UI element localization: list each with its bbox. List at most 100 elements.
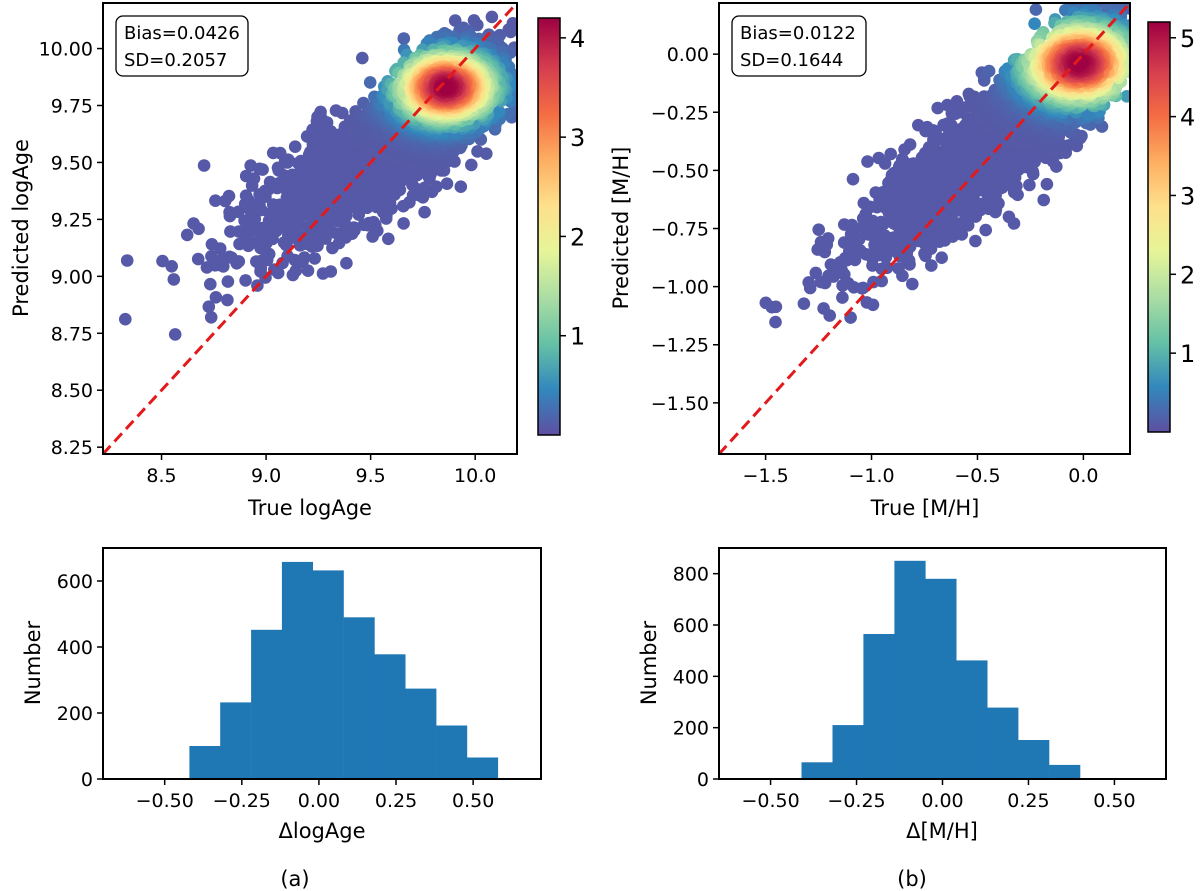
scatter-point xyxy=(320,116,334,129)
scatter-point xyxy=(120,254,134,267)
y-tick-label: 10.00 xyxy=(39,39,93,61)
y-tick-label: 8.75 xyxy=(51,323,93,345)
scatter-point xyxy=(465,158,478,172)
scatter-point xyxy=(221,275,235,288)
scatter-point xyxy=(167,273,181,286)
sd-text: SD=0.2057 xyxy=(124,50,227,71)
scatter-point xyxy=(876,185,890,199)
scatter-point xyxy=(324,265,338,278)
y-tick-label: 8.50 xyxy=(51,380,93,402)
colorbar-tick-label: 1 xyxy=(570,323,585,351)
scatter-point xyxy=(165,260,178,273)
scatter-point xyxy=(239,189,253,202)
scatter-point xyxy=(878,157,892,170)
y-tick-label: 8.25 xyxy=(51,437,93,459)
colorbar-tick-label: 4 xyxy=(570,25,585,53)
scatter-point xyxy=(941,98,954,112)
scatter-point xyxy=(812,223,825,236)
scatter-point xyxy=(191,252,205,266)
colorbar xyxy=(537,17,561,436)
scatter-point xyxy=(875,274,888,288)
scatter-point xyxy=(935,251,948,264)
scatter-point xyxy=(430,180,443,193)
colorbar-ticks: 1 2 3 4 xyxy=(560,25,585,351)
scatter-point xyxy=(213,242,227,255)
plot-frame xyxy=(102,2,518,455)
scatter-point xyxy=(1029,3,1043,16)
scatter-point xyxy=(340,256,353,270)
scatter-point xyxy=(1101,0,1114,1)
colorbar-tick-label: 2 xyxy=(570,223,585,251)
scatter-point xyxy=(336,106,349,120)
scatter-point xyxy=(281,249,294,263)
scatter-point xyxy=(931,101,944,115)
scatter-point xyxy=(1040,177,1054,191)
colorbar-tick-label: 3 xyxy=(570,124,585,152)
y-tick-label: 9.00 xyxy=(51,266,93,288)
scatter-point xyxy=(331,227,344,241)
x-tick-label: 10.0 xyxy=(454,465,496,487)
scatter-point xyxy=(454,180,468,193)
scatter-point xyxy=(861,155,874,168)
scatter-point xyxy=(197,159,211,172)
scatter-point xyxy=(892,262,905,275)
scatter-point xyxy=(382,232,395,246)
scatter-point xyxy=(311,239,324,253)
scatter-point xyxy=(221,293,234,307)
scatter-point xyxy=(866,298,880,312)
scatter-point xyxy=(222,189,236,203)
scatter-point xyxy=(856,281,870,295)
annotation-box: Bias=0.0426 SD=0.2057 xyxy=(115,15,249,77)
x-tick-label: 8.5 xyxy=(146,465,176,487)
scatter-point xyxy=(769,315,782,329)
scatter-plot-logage: 8.5 9.0 9.5 10.08.258.508.759.009.259.509.7… xyxy=(9,2,585,520)
scatter-point xyxy=(492,105,506,119)
scatter-point xyxy=(817,302,830,315)
scatter-point xyxy=(846,172,860,186)
scatter-point xyxy=(256,163,269,176)
scatter-point xyxy=(209,291,223,304)
scatter-point xyxy=(156,254,169,268)
scatter-point xyxy=(232,255,246,268)
scatter-point xyxy=(969,234,982,248)
scatter-point xyxy=(314,105,327,119)
scatter-point xyxy=(471,145,484,158)
y-tick-label: 9.75 xyxy=(51,96,93,118)
scatter-point xyxy=(418,205,431,219)
scatter-point xyxy=(205,249,218,263)
scatter-point xyxy=(759,296,773,310)
scatter-point xyxy=(418,181,432,194)
scatter-point xyxy=(204,277,217,291)
scatter-point xyxy=(202,300,216,314)
x-tick-label: 9.5 xyxy=(356,465,386,487)
scatter-point xyxy=(504,25,517,39)
scatter-point xyxy=(485,10,499,24)
scatter-point xyxy=(308,252,322,265)
scatter-point xyxy=(440,177,454,190)
scatter-point xyxy=(950,95,964,108)
scatter-point xyxy=(239,274,252,287)
scatter-point xyxy=(769,300,783,314)
scatter-point xyxy=(906,277,919,291)
scatter-point xyxy=(884,147,897,161)
scatter-point xyxy=(925,259,938,272)
scatter-point xyxy=(187,217,200,230)
scatter-point xyxy=(1023,178,1036,192)
tick-labels: 8.5 9.0 9.5 10.08.258.508.759.009.259.509.7… xyxy=(39,39,497,487)
scatter-point xyxy=(397,32,411,45)
scatter-point xyxy=(247,236,261,249)
y-tick-label: 9.50 xyxy=(51,152,93,174)
scatter-point xyxy=(397,217,410,230)
scatter-point xyxy=(298,251,311,264)
scatter-point xyxy=(347,221,361,234)
scatter-plot-metallicity: −1.5 −1.0 −0.5 0.0−1.50−1.25−1.00−0.75−0.50… xyxy=(609,0,1195,520)
scatter-point xyxy=(448,14,462,27)
scatter-point xyxy=(356,51,369,65)
scatter-point xyxy=(282,153,295,167)
scatter-point xyxy=(979,223,992,237)
scatter-point xyxy=(903,138,917,151)
x-axis-label: True logAge xyxy=(247,496,372,520)
scatter-point xyxy=(209,194,222,207)
x-tick-label: 9.0 xyxy=(251,465,281,487)
